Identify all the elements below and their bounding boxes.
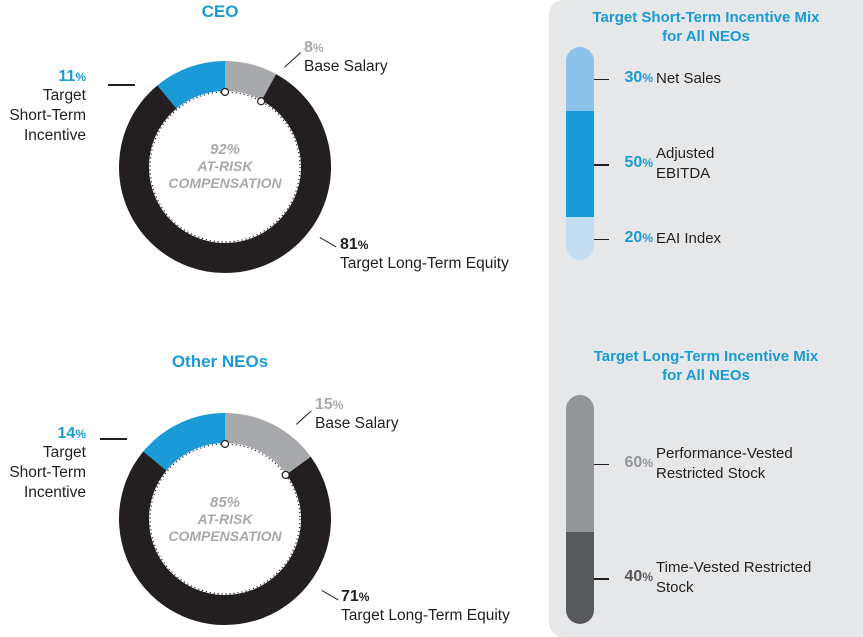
lti-mix-label-2: Time-Vested Restricted Stock: [656, 558, 856, 598]
neo-center-label: 85% AT-RISK COMPENSATION: [150, 494, 300, 545]
lti-mix-value-pct-2: %: [642, 570, 653, 585]
sti-mix-title: Target Short-Term Incentive Mix for All …: [549, 8, 863, 46]
ceo-lte-value: 81: [340, 236, 358, 253]
sti-mix-label-1-line-1: Net Sales: [656, 69, 722, 87]
neo-slice-target-long-term-equity: [119, 451, 331, 625]
neo-slice-base-salary: [224, 413, 311, 475]
lti-mix-bar: [566, 395, 594, 624]
ceo-lte-text: Target Long-Term Equity: [340, 255, 509, 272]
lti-mix-tick-2: [594, 578, 609, 580]
neo-lte-pct: %: [358, 590, 370, 604]
neo-donut-chart: [119, 413, 331, 625]
neo-slice-target-short-term-incentive: [143, 413, 226, 471]
sti-mix-value-pct-3: %: [642, 230, 653, 245]
ceo-sti-pct: %: [75, 70, 86, 84]
lti-mix-segment-2: [566, 532, 594, 624]
sti-mix-label-2-line-2: EBITDA: [656, 165, 711, 183]
lti-mix-value-2: 40%: [609, 568, 653, 586]
lti-mix-title-line-2: for All NEOs: [662, 367, 750, 384]
sti-mix-value-1: 30%: [609, 69, 653, 87]
neo-sti-pct: %: [75, 427, 86, 441]
sti-mix-label-3: EAI Index: [656, 229, 856, 249]
ceo-slice-base-salary: [224, 61, 277, 101]
neo-at-risk-value: 85%: [209, 494, 241, 511]
neo-sti-label: 14% Target Short-Term Incentive: [0, 425, 86, 503]
lti-mix-value-pct-1: %: [642, 455, 653, 470]
lti-mix-value-num-1: 60: [624, 453, 643, 471]
neo-marker-dot: [281, 470, 290, 480]
ceo-chart-title: CEO: [201, 2, 239, 21]
ceo-sti-label: 11% Target Short-Term Incentive: [0, 68, 86, 146]
sti-mix-label-2: Adjusted EBITDA: [656, 144, 856, 184]
lti-mix-title-line-1: Target Long-Term Incentive Mix: [593, 348, 819, 365]
ceo-base-salary-value: 8: [304, 39, 313, 56]
ceo-lte-pct: %: [357, 238, 369, 252]
sti-mix-segment-1: [566, 47, 594, 111]
ceo-marker-dot: [257, 97, 266, 106]
sti-mix-value-num-2: 50: [624, 154, 643, 172]
sti-mix-value-3: 20%: [609, 229, 653, 247]
sti-mix-label-2-line-1: Adjusted: [656, 145, 715, 163]
ceo-donut-chart: [119, 61, 331, 273]
sti-mix-tick-3: [594, 238, 609, 241]
lti-mix-title: Target Long-Term Incentive Mix for All N…: [549, 347, 863, 385]
sti-mix-segment-2: [566, 110, 594, 218]
ceo-sti-text-2: Short-Term: [9, 107, 86, 124]
ceo-lte-label: 81% Target Long-Term Equity: [340, 236, 509, 274]
lti-mix-segment-1: [566, 395, 594, 533]
neo-base-salary-value: 15: [315, 396, 333, 413]
neo-at-risk-label-1: AT-RISK: [197, 511, 253, 527]
sti-mix-value-num-1: 30: [624, 68, 643, 86]
ceo-base-salary-text: Base Salary: [304, 58, 388, 75]
neo-lte-text: Target Long-Term Equity: [341, 607, 510, 624]
neo-sti-text-2: Short-Term: [9, 464, 86, 481]
lti-mix-value-num-2: 40: [624, 568, 643, 586]
sti-mix-value-num-3: 20: [624, 228, 643, 246]
ceo-base-salary-label: 8% Base Salary: [304, 39, 388, 77]
neo-base-salary-label: 15% Base Salary: [315, 396, 399, 434]
sti-mix-title-line-2: for All NEOs: [662, 28, 750, 45]
neo-sti-value: 14: [57, 425, 76, 442]
sti-mix-segment-3: [566, 217, 594, 260]
sti-mix-label-3-line-1: EAI Index: [656, 229, 722, 247]
ceo-sti-text-1: Target: [42, 87, 86, 104]
sti-mix-tick-1: [594, 78, 609, 81]
sti-mix-label-1: Net Sales: [656, 69, 856, 89]
sti-mix-bar: [566, 47, 594, 260]
ceo-sti-value: 11: [58, 68, 76, 85]
neo-sti-text-3: Incentive: [23, 484, 86, 501]
incentive-mix-panel: Target Short-Term Incentive Mix for All …: [549, 0, 863, 637]
neo-sti-leader: [100, 438, 127, 440]
ceo-slice-target-long-term-equity: [119, 74, 331, 273]
lti-mix-label-2-line-2: Stock: [656, 579, 694, 597]
sti-mix-value-2: 50%: [609, 154, 653, 172]
sti-mix-title-line-1: Target Short-Term Incentive Mix: [592, 9, 820, 26]
ceo-center-label: 92% AT-RISK COMPENSATION: [150, 141, 300, 192]
ceo-marker-dot: [220, 87, 230, 97]
neo-sti-text-1: Target: [42, 444, 86, 461]
neo-chart-title: Other NEOs: [171, 352, 269, 371]
ceo-sti-text-3: Incentive: [23, 127, 86, 144]
ceo-slice-target-short-term-incentive: [157, 61, 226, 109]
neo-base-salary-text: Base Salary: [315, 415, 399, 432]
ceo-at-risk-value: 92%: [209, 141, 241, 158]
neo-base-salary-pct: %: [332, 398, 344, 412]
neo-marker-dot: [220, 439, 230, 449]
sti-mix-value-pct-1: %: [642, 70, 653, 85]
neo-lte-value: 71: [341, 588, 359, 605]
lti-mix-label-2-line-1: Time-Vested Restricted: [656, 559, 812, 577]
ceo-sti-leader: [108, 84, 135, 86]
neo-lte-label: 71% Target Long-Term Equity: [341, 588, 510, 626]
ceo-at-risk-label-1: AT-RISK: [197, 158, 253, 174]
lti-mix-label-1: Performance-Vested Restricted Stock: [656, 444, 856, 484]
ceo-at-risk-label-2: COMPENSATION: [168, 175, 282, 191]
sti-mix-value-pct-2: %: [642, 156, 653, 171]
lti-mix-value-1: 60%: [609, 454, 653, 472]
lti-mix-tick-1: [594, 463, 609, 466]
sti-mix-tick-2: [594, 164, 609, 166]
lti-mix-label-1-line-1: Performance-Vested: [656, 444, 793, 462]
neo-at-risk-label-2: COMPENSATION: [168, 528, 282, 544]
ceo-base-salary-pct: %: [312, 41, 324, 55]
lti-mix-label-1-line-2: Restricted Stock: [656, 464, 766, 482]
